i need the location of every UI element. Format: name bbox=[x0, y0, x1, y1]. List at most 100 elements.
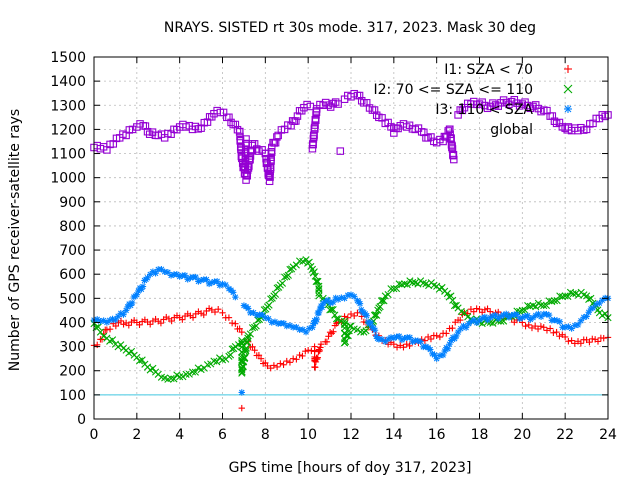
data-point bbox=[531, 322, 539, 330]
data-point bbox=[188, 368, 197, 376]
data-point-box bbox=[420, 128, 428, 137]
data-point bbox=[487, 308, 494, 315]
data-point-box bbox=[372, 111, 381, 119]
data-point-d2 bbox=[216, 354, 224, 362]
data-point-d2 bbox=[213, 358, 221, 366]
data-point-d2 bbox=[265, 315, 272, 322]
data-point bbox=[179, 373, 187, 381]
data-point-d2 bbox=[157, 373, 166, 381]
data-point bbox=[332, 315, 341, 323]
data-point bbox=[226, 351, 235, 359]
data-point-d2 bbox=[340, 324, 349, 332]
data-point bbox=[168, 317, 175, 325]
data-point-d2 bbox=[158, 266, 165, 273]
data-point bbox=[546, 325, 554, 332]
data-point bbox=[203, 118, 212, 126]
data-point-box bbox=[247, 147, 256, 155]
data-point bbox=[406, 342, 413, 350]
data-point-d2 bbox=[150, 268, 156, 275]
data-point bbox=[528, 324, 536, 332]
data-point-d2 bbox=[379, 336, 385, 343]
data-point bbox=[315, 289, 323, 297]
data-point bbox=[176, 373, 184, 381]
data-point-d2 bbox=[351, 293, 358, 300]
data-point-d2 bbox=[500, 317, 508, 325]
data-point-box bbox=[143, 127, 152, 136]
data-point-d2 bbox=[176, 373, 184, 381]
data-point bbox=[362, 327, 370, 335]
data-point-d2 bbox=[460, 323, 467, 329]
data-point bbox=[289, 355, 297, 362]
data-point bbox=[395, 333, 403, 340]
data-point bbox=[447, 292, 455, 300]
series-4 bbox=[90, 89, 612, 186]
data-point-d2 bbox=[360, 328, 368, 336]
data-point bbox=[170, 375, 178, 383]
data-point-box bbox=[267, 153, 275, 161]
data-point bbox=[284, 271, 292, 279]
data-point bbox=[136, 321, 143, 329]
data-point-d2 bbox=[422, 280, 430, 288]
data-point bbox=[267, 364, 274, 372]
data-point bbox=[331, 98, 340, 106]
data-point-d2 bbox=[457, 307, 465, 316]
data-point-d2 bbox=[387, 285, 395, 293]
data-point-d2 bbox=[174, 271, 180, 278]
data-point-d2 bbox=[133, 353, 141, 362]
data-point bbox=[558, 293, 567, 301]
data-point-box bbox=[370, 106, 379, 114]
data-point-d2 bbox=[117, 310, 124, 317]
data-point-d2 bbox=[408, 278, 417, 287]
data-point bbox=[138, 356, 146, 364]
data-point bbox=[561, 333, 569, 341]
data-point-d2 bbox=[450, 302, 459, 310]
data-point bbox=[242, 135, 250, 143]
data-point bbox=[304, 347, 312, 354]
data-point bbox=[246, 152, 255, 160]
data-point bbox=[553, 297, 561, 305]
data-point bbox=[460, 309, 469, 317]
data-point bbox=[185, 370, 193, 378]
data-point bbox=[318, 304, 326, 311]
axis-ticks: 0 2 4 6 8 10 12 14 16 18 20 22 240100200300400500600… bbox=[50, 50, 617, 443]
data-point-d2 bbox=[558, 293, 567, 301]
y-tick-label: 1100 bbox=[50, 147, 86, 163]
data-point-box bbox=[268, 143, 276, 152]
data-point-d2 bbox=[460, 309, 469, 317]
y-axis-label: Number of GPS receiver-satellite rays bbox=[7, 109, 23, 371]
data-point-d2 bbox=[310, 268, 318, 276]
data-point bbox=[542, 301, 551, 310]
data-point bbox=[537, 323, 545, 330]
data-point bbox=[355, 91, 364, 100]
data-point bbox=[117, 317, 125, 325]
data-point-d2 bbox=[340, 317, 349, 325]
data-point bbox=[329, 99, 337, 108]
data-point bbox=[340, 324, 349, 332]
data-point-d2 bbox=[238, 340, 246, 348]
data-point bbox=[594, 338, 602, 345]
data-point bbox=[219, 309, 226, 317]
data-point-d2 bbox=[489, 319, 497, 327]
data-point-d2 bbox=[582, 292, 591, 300]
legend-marker bbox=[564, 105, 572, 113]
data-point-box bbox=[227, 118, 235, 127]
data-point-d2 bbox=[284, 271, 292, 279]
data-point-d2 bbox=[271, 290, 280, 298]
data-point-box bbox=[242, 135, 250, 143]
x-tick-label: 6 bbox=[218, 427, 227, 443]
data-point bbox=[215, 305, 222, 313]
data-point bbox=[152, 270, 159, 277]
data-point bbox=[139, 283, 147, 290]
data-point-d2 bbox=[524, 302, 532, 310]
data-point-d2 bbox=[192, 274, 199, 280]
data-point-box bbox=[267, 157, 275, 165]
data-point bbox=[268, 143, 276, 152]
data-point-d2 bbox=[368, 319, 374, 326]
data-point bbox=[242, 344, 250, 352]
data-point bbox=[246, 155, 254, 164]
data-point bbox=[155, 266, 162, 273]
legend-label: I3: 110 < SZA bbox=[435, 102, 533, 118]
data-point bbox=[270, 362, 278, 369]
data-point-d2 bbox=[350, 325, 358, 333]
data-point bbox=[265, 301, 273, 309]
